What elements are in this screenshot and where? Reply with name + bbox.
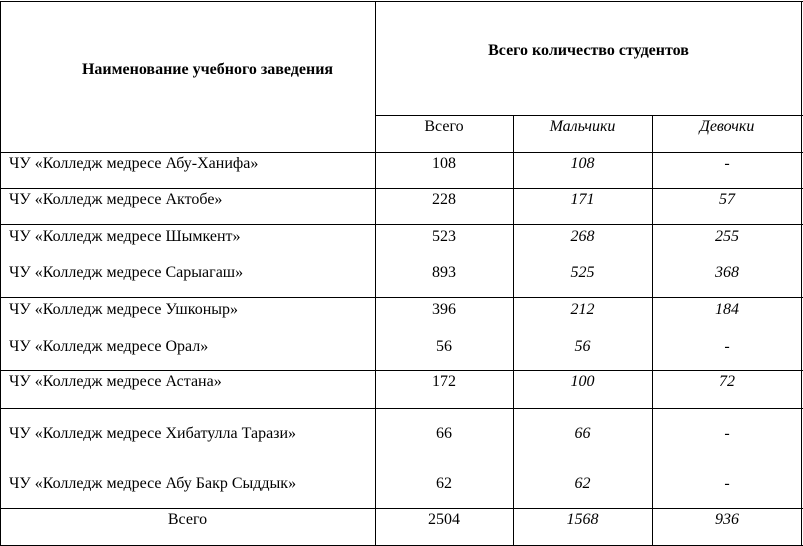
table-border [513, 115, 514, 546]
row-boys: 525 [570, 264, 595, 281]
footer-total: 2504 [428, 511, 460, 528]
row-name: ЧУ «Колледж медресе Астана» [9, 373, 222, 390]
row-name: ЧУ «Колледж медресе Хибатулла Тарази» [9, 425, 297, 442]
row-boys: 56 [574, 338, 591, 355]
row-name: ЧУ «Колледж медресе Шымкент» [9, 228, 241, 245]
row-name: ЧУ «Колледж медресе Ушконыр» [9, 301, 239, 318]
table-border [0, 508, 803, 509]
row-total: 228 [432, 191, 456, 208]
row-girls: - [724, 338, 730, 355]
table-border [0, 1, 803, 2]
row-boys: 268 [570, 228, 595, 245]
row-girls: 184 [715, 301, 739, 318]
row-boys: 212 [570, 301, 595, 318]
row-girls: 72 [719, 373, 735, 390]
table-border [652, 115, 653, 546]
header-name: Наименование учебного заведения [81, 61, 334, 78]
table-border [375, 1, 376, 546]
row-girls: - [724, 425, 730, 442]
row-total: 172 [432, 373, 456, 390]
row-name: ЧУ «Колледж медресе Абу-Ханифа» [9, 155, 259, 172]
row-girls: - [724, 155, 730, 172]
header-girls: Девочки [699, 118, 755, 135]
table-border [0, 408, 803, 409]
table-border [801, 1, 802, 546]
row-name: ЧУ «Колледж медресе Актобе» [9, 191, 223, 208]
footer-girls: 936 [715, 511, 739, 528]
table-border [0, 1, 1, 546]
row-name: ЧУ «Колледж медресе Орал» [9, 338, 209, 355]
row-boys: 171 [570, 191, 595, 208]
row-name: ЧУ «Колледж медресе Сарыагаш» [9, 264, 244, 281]
table-border [375, 115, 803, 116]
footer-name: Всего [167, 511, 208, 528]
table-border [0, 152, 803, 153]
row-total: 893 [432, 264, 456, 281]
table-border [0, 188, 803, 189]
row-boys: 108 [570, 155, 595, 172]
row-girls: 57 [719, 191, 735, 208]
footer-boys: 1568 [566, 511, 599, 528]
row-boys: 66 [574, 425, 591, 442]
row-girls: 255 [715, 228, 739, 245]
row-total: 56 [436, 338, 452, 355]
row-boys: 62 [574, 475, 591, 492]
row-total: 396 [432, 301, 456, 318]
row-girls: 368 [715, 264, 739, 281]
header-boys: Мальчики [549, 118, 616, 135]
header-group: Всего количество студентов [488, 42, 689, 59]
row-girls: - [724, 475, 730, 492]
row-total: 66 [436, 425, 452, 442]
row-total: 108 [432, 155, 456, 172]
header-total: Всего [424, 118, 464, 135]
row-boys: 100 [570, 373, 595, 390]
table-border [0, 297, 803, 298]
table-border [0, 224, 803, 225]
row-total: 62 [436, 475, 452, 492]
row-name: ЧУ «Колледж медресе Абу Бакр Сыддык» [9, 475, 297, 492]
table-border [0, 370, 803, 371]
row-total: 523 [432, 228, 456, 245]
